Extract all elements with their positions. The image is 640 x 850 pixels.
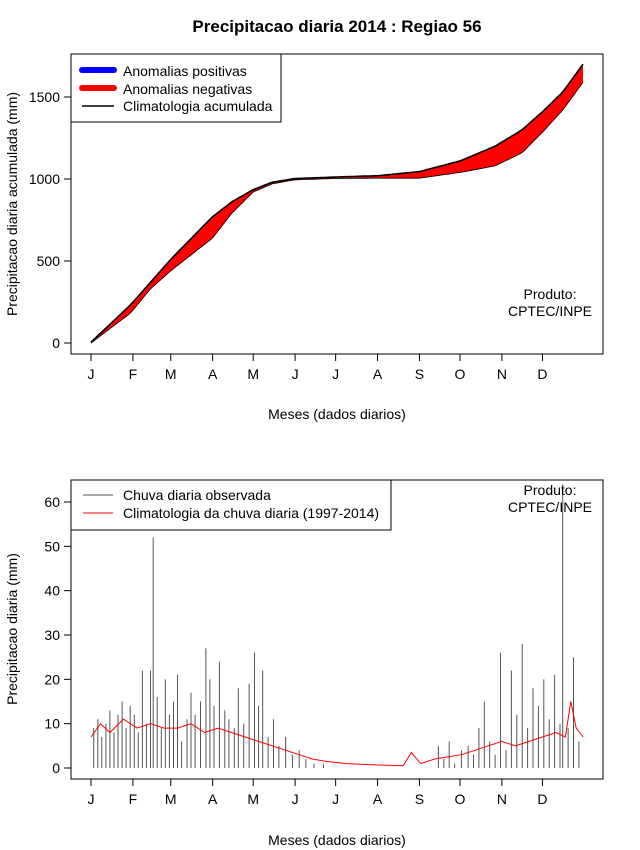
- x-tick-label: N: [497, 791, 507, 807]
- y-tick-label: 20: [44, 671, 60, 687]
- y-tick-label: 1000: [29, 171, 60, 187]
- x-tick-label: J: [292, 791, 299, 807]
- legend-label-negative: Anomalias negativas: [123, 81, 252, 97]
- x-tick-label: J: [88, 791, 95, 807]
- x-tick-label: F: [129, 366, 138, 382]
- accumulated-chart: J F M A M J J A S O N D 0 500 1000 1500 Meses (dados d…: [4, 53, 604, 422]
- x-tick-label: A: [373, 791, 383, 807]
- chart-title: Precipitacao diaria 2014 : Regiao 56: [192, 17, 481, 36]
- product-annotation-line1: Produto:: [524, 482, 577, 498]
- x-tick-label: D: [537, 791, 547, 807]
- y-tick-label: 60: [44, 494, 60, 510]
- y-axis-label: Precipitacao diaria acumulada (mm): [4, 92, 20, 316]
- x-tick-label: D: [537, 366, 547, 382]
- climatology-line-layer: [90, 63, 584, 344]
- y-axis: 0 10 20 30 40 50 60: [44, 494, 72, 776]
- x-tick-label: A: [208, 791, 218, 807]
- legend-label-observed: Chuva diaria observada: [123, 487, 271, 503]
- y-tick-label: 50: [44, 538, 60, 554]
- daily-chart: J F M A M J J A S O N D 0 10 20 30 40 50 60 Meses (dados …: [4, 479, 604, 848]
- clim-daily-line-layer: [90, 701, 584, 767]
- product-annotation-line2: CPTEC/INPE: [508, 303, 592, 319]
- y-tick-label: 40: [44, 583, 60, 599]
- y-tick-label: 10: [44, 716, 60, 732]
- x-tick-label: J: [292, 366, 299, 382]
- x-tick-label: A: [373, 366, 383, 382]
- x-tick-label: J: [332, 366, 339, 382]
- x-tick-label: O: [455, 791, 466, 807]
- y-tick-label: 0: [52, 335, 60, 351]
- x-axis-label: Meses (dados diarios): [268, 406, 406, 422]
- legend-label-climatology: Climatologia acumulada: [123, 98, 273, 114]
- x-tick-label: M: [165, 791, 177, 807]
- x-tick-label: O: [455, 366, 466, 382]
- x-tick-label: N: [497, 366, 507, 382]
- x-tick-label: M: [165, 366, 177, 382]
- y-tick-label: 30: [44, 627, 60, 643]
- x-tick-label: A: [208, 366, 218, 382]
- x-tick-label: J: [88, 366, 95, 382]
- y-axis-label: Precipitacao diaria (mm): [4, 553, 20, 705]
- x-tick-label: S: [415, 791, 424, 807]
- x-tick-label: M: [247, 791, 259, 807]
- x-tick-label: J: [332, 791, 339, 807]
- x-tick-label: S: [415, 366, 424, 382]
- y-tick-label: 500: [37, 253, 61, 269]
- y-axis: 0 500 1000 1500: [29, 89, 72, 351]
- y-tick-label: 1500: [29, 89, 60, 105]
- climatology-accumulated-line: [90, 63, 584, 343]
- observed-accumulated-line: [90, 81, 584, 344]
- y-tick-label: 0: [52, 760, 60, 776]
- x-tick-label: M: [247, 366, 259, 382]
- x-tick-label: F: [129, 791, 138, 807]
- legend: Anomalias positivas Anomalias negativas …: [70, 53, 282, 123]
- product-annotation-line2: CPTEC/INPE: [508, 499, 592, 515]
- x-axis-label: Meses (dados diarios): [268, 832, 406, 848]
- legend-label-positive: Anomalias positivas: [123, 63, 247, 79]
- climatology-daily-line: [90, 701, 584, 767]
- legend: Chuva diaria observada Climatologia da c…: [70, 479, 392, 531]
- legend-label-clim-daily: Climatologia da chuva diaria (1997-2014): [123, 505, 379, 521]
- legend-box: [70, 479, 392, 531]
- product-annotation-line1: Produto:: [524, 286, 577, 302]
